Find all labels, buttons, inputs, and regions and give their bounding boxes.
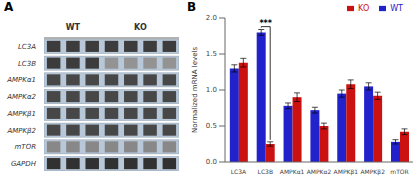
svg-text:1.5: 1.5 — [206, 50, 217, 58]
svg-text:Normalized mRNA levels: Normalized mRNA levels — [191, 47, 199, 133]
svg-text:AMPKα1: AMPKα1 — [8, 76, 36, 84]
html-text:KO: KO — [358, 4, 370, 13]
svg-text:AMPKβ1: AMPKβ1 — [8, 110, 36, 118]
svg-text:1.0: 1.0 — [206, 86, 217, 94]
svg-text:LC3B: LC3B — [258, 168, 273, 175]
svg-text:mTOR: mTOR — [15, 143, 37, 151]
html-text:B: B — [187, 0, 197, 14]
svg-text:GAPDH: GAPDH — [11, 160, 37, 168]
svg-text:AMPKβ2: AMPKβ2 — [8, 127, 37, 135]
svg-text:LC3A: LC3A — [231, 168, 247, 175]
svg-text:0.5: 0.5 — [206, 122, 217, 130]
svg-text:KO: KO — [134, 23, 147, 32]
svg-text:LC3A: LC3A — [18, 43, 36, 51]
svg-text:AMPKα1: AMPKα1 — [280, 168, 305, 175]
svg-text:AMPKβ2: AMPKβ2 — [360, 168, 385, 176]
svg-text:mTOR: mTOR — [390, 168, 408, 175]
svg-text:AMPKβ1: AMPKβ1 — [334, 168, 359, 176]
svg-text:2.0: 2.0 — [206, 14, 217, 22]
svg-text:***: *** — [259, 19, 272, 28]
html-text:WT: WT — [390, 4, 403, 13]
svg-text:WT: WT — [66, 23, 81, 32]
svg-text:0.0: 0.0 — [206, 158, 217, 166]
svg-text:LC3B: LC3B — [18, 60, 36, 68]
html-text:A: A — [4, 0, 14, 14]
svg-text:AMPKα2: AMPKα2 — [8, 93, 37, 101]
svg-text:AMPKα2: AMPKα2 — [307, 168, 332, 175]
